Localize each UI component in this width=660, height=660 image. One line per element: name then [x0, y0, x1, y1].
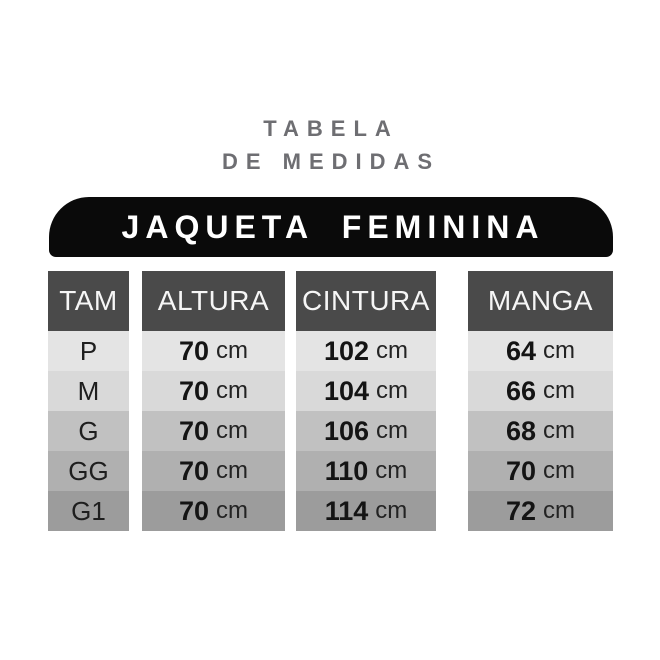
altura-cell-p: 70 cm: [142, 331, 285, 371]
page-title-line1: TABELA: [263, 116, 399, 141]
manga-cell-p: 64 cm: [468, 331, 613, 371]
manga-cell-g1: 72 cm: [468, 491, 613, 531]
page-title: TABELA DE MEDIDAS: [0, 112, 660, 178]
manga-cell-g: 68 cm: [468, 411, 613, 451]
altura-cell-gg: 70 cm: [142, 451, 285, 491]
size-cell-p: P: [48, 331, 129, 371]
column-altura: ALTURA 70 cm 70 cm 70 cm 70 cm 70 cm: [142, 271, 285, 531]
size-cell-m: M: [48, 371, 129, 411]
manga-cell-gg: 70 cm: [468, 451, 613, 491]
manga-cell-m: 66 cm: [468, 371, 613, 411]
size-cell-gg: GG: [48, 451, 129, 491]
cintura-cell-gg: 110 cm: [296, 451, 436, 491]
column-manga: MANGA 64 cm 66 cm 68 cm 70 cm 72 cm: [468, 271, 613, 531]
altura-cell-g: 70 cm: [142, 411, 285, 451]
column-header-manga: MANGA: [468, 271, 613, 331]
size-cell-g: G: [48, 411, 129, 451]
column-tam: TAM P M G GG G1: [48, 271, 129, 531]
column-cintura: CINTURA 102 cm 104 cm 106 cm 110 cm 114 …: [296, 271, 436, 531]
column-header-altura: ALTURA: [142, 271, 285, 331]
page-title-line2: DE MEDIDAS: [221, 149, 441, 174]
altura-cell-g1: 70 cm: [142, 491, 285, 531]
cintura-cell-m: 104 cm: [296, 371, 436, 411]
size-cell-g1: G1: [48, 491, 129, 531]
cintura-cell-g: 106 cm: [296, 411, 436, 451]
cintura-cell-g1: 114 cm: [296, 491, 436, 531]
column-header-tam: TAM: [48, 271, 129, 331]
product-banner: JAQUETA FEMININA: [49, 197, 613, 257]
cintura-cell-p: 102 cm: [296, 331, 436, 371]
column-header-cintura: CINTURA: [296, 271, 436, 331]
altura-cell-m: 70 cm: [142, 371, 285, 411]
product-banner-label: JAQUETA FEMININA: [121, 208, 545, 245]
